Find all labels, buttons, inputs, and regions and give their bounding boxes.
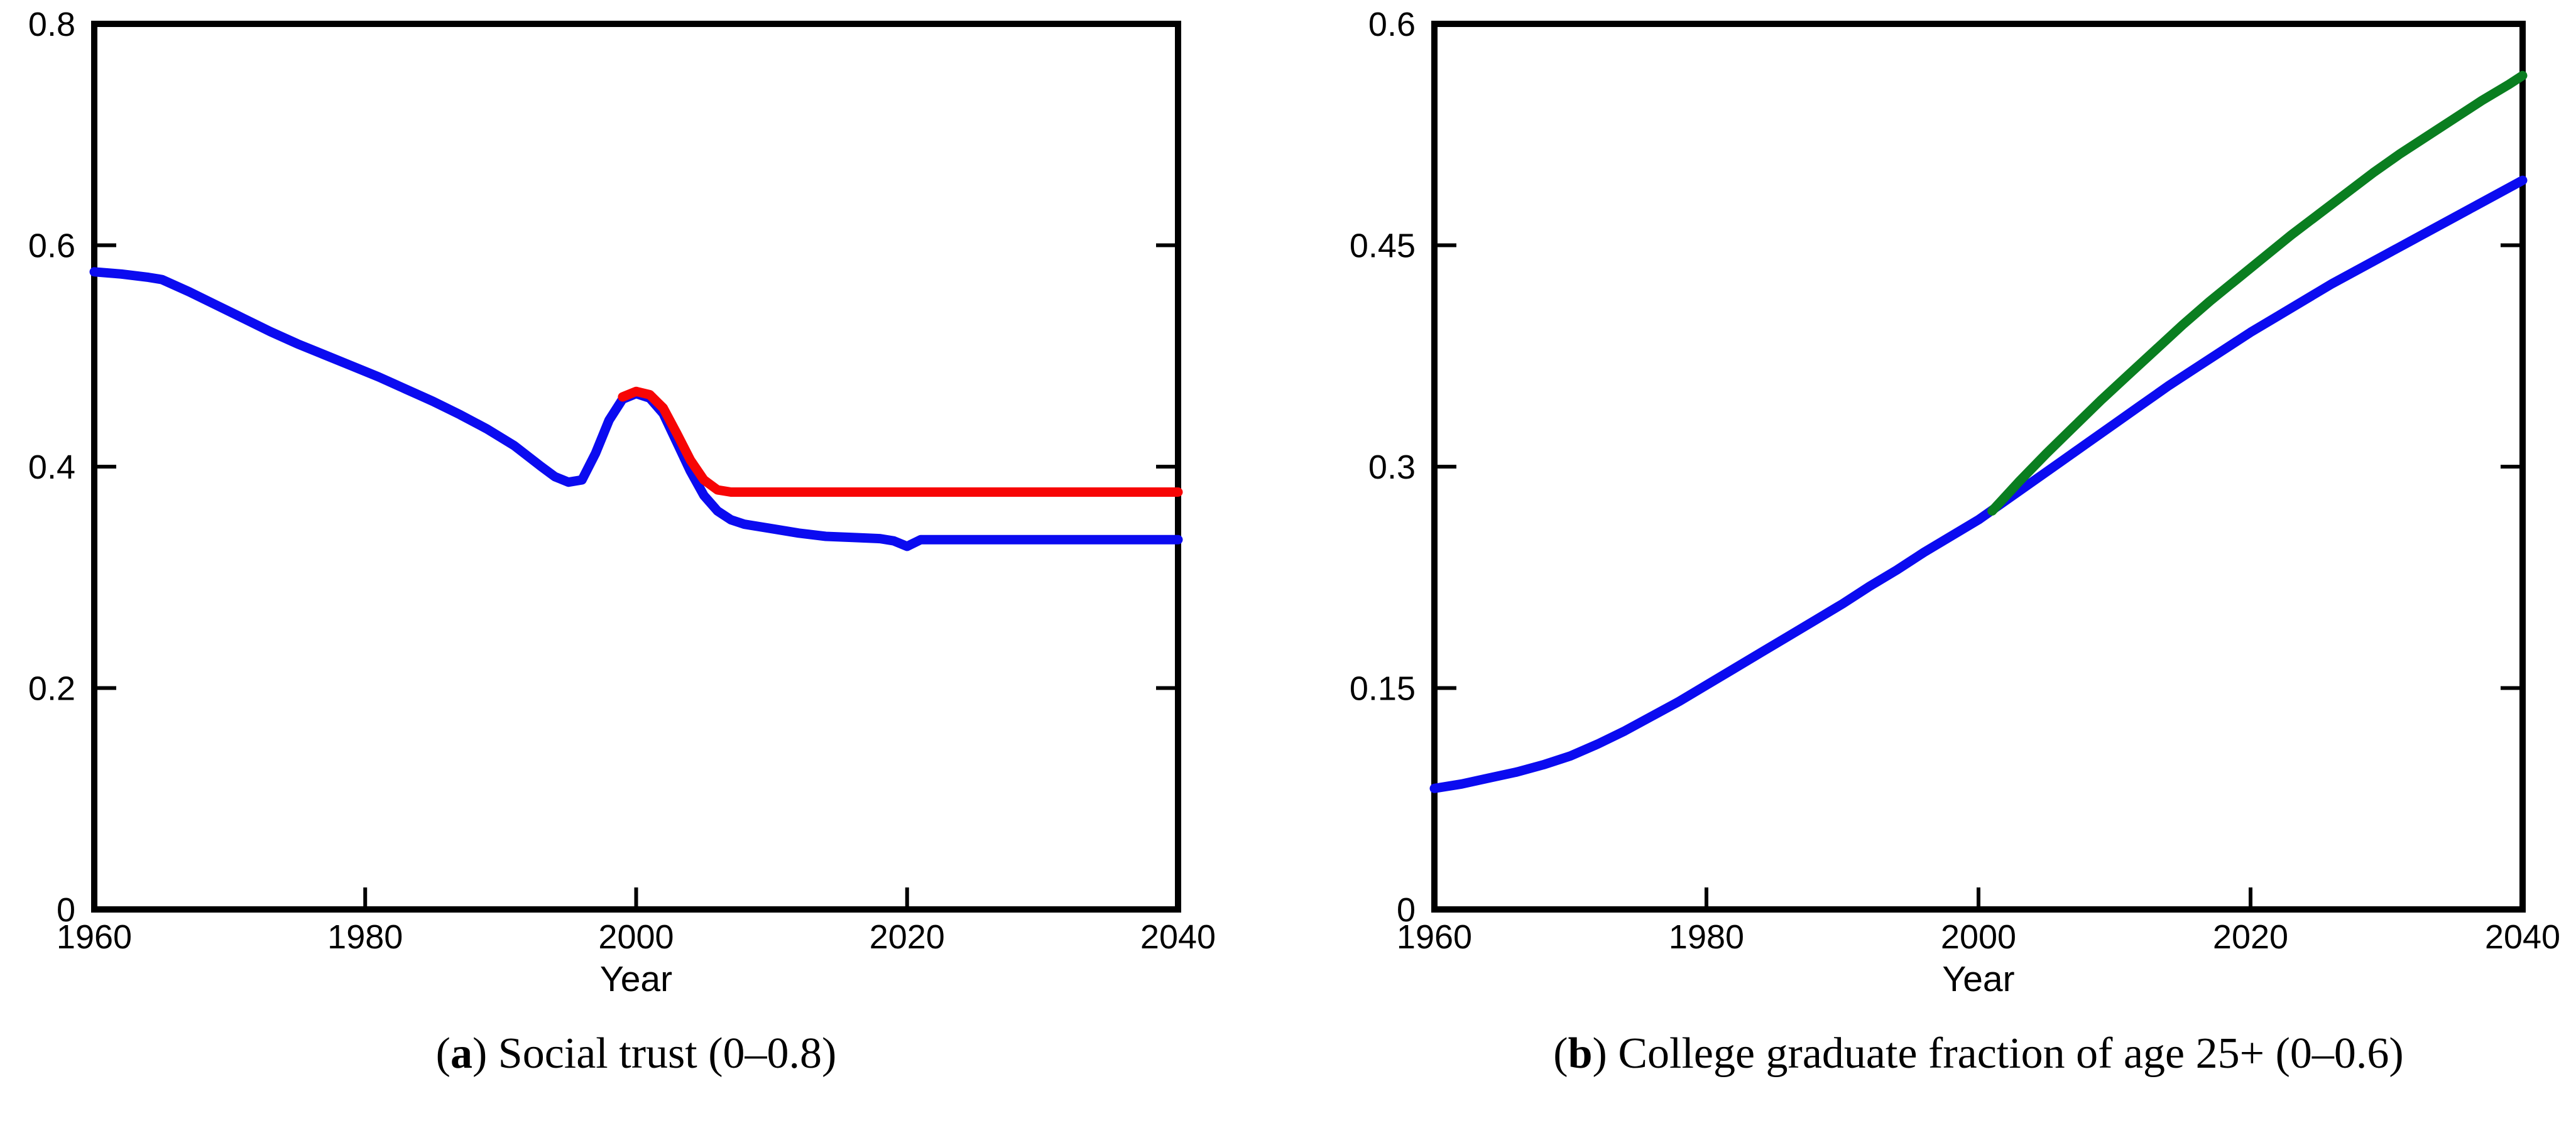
y-axis-tick-label: 0.2 [28, 670, 75, 708]
x-axis-tick-label: 2000 [1941, 918, 2016, 956]
y-axis-tick-label: 0.15 [1350, 670, 1416, 708]
x-axis-tick-label: 2000 [598, 918, 674, 956]
y-axis-tick-label: 0.8 [28, 6, 75, 43]
x-axis-title: Year [600, 959, 672, 999]
x-axis-tick-label: 1960 [57, 918, 132, 956]
panel-a-social-trust: 0 0.2 0.4 0.6 0.8 1960 1980 2000 2020 2040 Year (a… [28, 6, 1216, 1082]
panel-b-college-graduate-fraction: 0 0.15 0.3 0.45 0.6 1960 1980 2000 2020 2040 Year … [1288, 0, 2576, 1128]
y-axis-tick-label: 0.4 [28, 448, 75, 486]
x-axis-tick-label: 1960 [1397, 918, 1472, 956]
x-axis-title: Year [1942, 959, 2014, 999]
x-axis-tick-label: 2040 [2485, 918, 2560, 956]
x-axis-tick-label: 1980 [327, 918, 403, 956]
y-axis-tick-label: 0.3 [1368, 448, 1416, 486]
y-axis-tick-label: 0 [1397, 891, 1416, 929]
caption-a-paren-open: ( [435, 1029, 450, 1078]
figure-caption-a: (a) Social trust (0–0.8) [94, 1025, 1178, 1082]
y-axis-tick-label: 0.6 [28, 227, 75, 265]
plot-border [91, 21, 1181, 913]
chart-canvas-a: 0 0.2 0.4 0.6 0.8 1960 1980 2000 2020 2040 Year [28, 6, 1216, 999]
y-axis-tick-label: 0.45 [1350, 227, 1416, 265]
caption-a-text: Social trust (0–0.8) [487, 1029, 837, 1078]
x-axis-tick-label: 2020 [2213, 918, 2288, 956]
caption-a-letter: a [450, 1029, 472, 1078]
caption-b-text: College graduate fraction of age 25+ (0–… [1607, 1029, 2404, 1078]
series-line-blue [89, 267, 1183, 551]
caption-b-paren-open: ( [1553, 1029, 1568, 1078]
series-line-blue [1429, 175, 2528, 793]
series-line-red [618, 386, 1183, 497]
series-line-green [1987, 70, 2528, 516]
x-axis-tick-label: 1980 [1669, 918, 1744, 956]
chart-canvas-b: 0 0.15 0.3 0.45 0.6 1960 1980 2000 2020 2040 Year [1350, 6, 2560, 999]
x-axis-tick-label: 2040 [1140, 918, 1216, 956]
caption-b-paren-close: ) [1592, 1029, 1607, 1078]
y-axis-tick-label: 0.6 [1368, 6, 1416, 43]
caption-b-letter: b [1568, 1029, 1593, 1078]
x-axis-tick-label: 2020 [870, 918, 945, 956]
plot-border [1431, 21, 2526, 913]
figure-caption-b: (b) College graduate fraction of age 25+… [1434, 1025, 2523, 1082]
y-axis-tick-label: 0 [57, 891, 75, 929]
caption-a-paren-close: ) [472, 1029, 488, 1078]
